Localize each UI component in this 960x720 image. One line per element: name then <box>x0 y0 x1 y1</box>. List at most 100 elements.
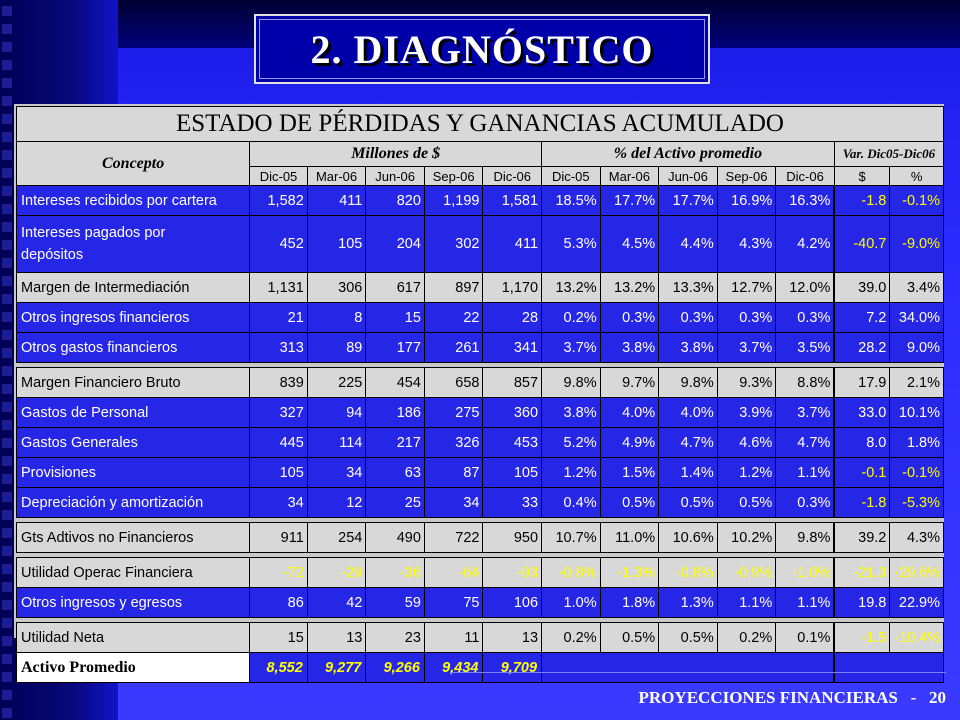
table-cell: 34 <box>423 487 484 518</box>
table-cell: 28 <box>482 302 543 333</box>
table-cell: 21 <box>249 302 308 333</box>
table-cell: -5.3% <box>889 487 944 518</box>
decorative-square <box>2 582 12 592</box>
table-cell: 839 <box>249 367 308 398</box>
decorative-square <box>2 708 12 718</box>
table-row: Otros gastos financieros 313 89 177 261 341 3.… <box>15 332 944 363</box>
table-cell: 204 <box>365 215 425 273</box>
decorative-square <box>2 60 12 70</box>
table-cell: -0.9% <box>716 557 777 588</box>
table-cell: 897 <box>423 272 484 303</box>
table-row: Intereses pagados por depósitos 452 105 204 3… <box>15 215 944 273</box>
table-cell: 1.5% <box>599 457 660 488</box>
table-cell: 106 <box>482 587 543 618</box>
table-cell: 59 <box>365 587 425 618</box>
table-cell: 4.7% <box>775 427 835 458</box>
decorative-square <box>2 492 12 502</box>
table-cell: -1.5 <box>833 622 891 653</box>
decorative-square <box>2 348 12 358</box>
activo-promedio-label: Activo Promedio <box>15 652 251 683</box>
table-cell: 411 <box>482 215 543 273</box>
decorative-square <box>2 42 12 52</box>
table-cell: 0.3% <box>775 487 835 518</box>
table-cell: 360 <box>482 397 543 428</box>
table-cell: -64 <box>423 557 484 588</box>
table-cell: 0.2% <box>716 622 777 653</box>
table-row: Gastos Generales 445 114 217 326 453 5.2% 4.9% 4… <box>15 427 944 458</box>
table-cell: 1.3% <box>658 587 718 618</box>
table-cell: 3.8% <box>541 397 601 428</box>
table-cell: 617 <box>365 272 425 303</box>
table-cell: 302 <box>423 215 484 273</box>
table-title: ESTADO DE PÉRDIDAS Y GANANCIAS ACUMULADO <box>16 106 944 142</box>
table-row: Utilidad Operac Financiera -72 -29 -36 -64 -9… <box>15 557 944 588</box>
table-cell: 857 <box>482 367 543 398</box>
table-cell: 9.3% <box>716 367 777 398</box>
table-cell: 114 <box>306 427 367 458</box>
table-cell: 13 <box>482 622 543 653</box>
table-cell: 1.2% <box>541 457 601 488</box>
table-cell: 490 <box>365 522 425 553</box>
table-cell: 9.8% <box>658 367 718 398</box>
row-label: Otros gastos financieros <box>15 332 251 363</box>
table-cell: 13.3% <box>658 272 718 303</box>
table-cell: 9.8% <box>541 367 601 398</box>
table-cell: 4.0% <box>658 397 718 428</box>
row-label: Intereses pagados por depósitos <box>15 215 251 273</box>
table-cell: -1.8 <box>833 487 891 518</box>
decorative-square <box>2 258 12 268</box>
millones-header: Millones de $ <box>249 141 543 167</box>
period-header: Sep-06 <box>716 166 777 186</box>
row-label-line: Intereses pagados por <box>21 225 166 241</box>
table-cell: 341 <box>482 332 543 363</box>
period-header: Dic-05 <box>249 166 308 186</box>
footer-text: PROYECCIONES FINANCIERAS - 20 <box>638 688 946 707</box>
table-cell: 11.0% <box>599 522 660 553</box>
period-header: Jun-06 <box>658 166 718 186</box>
table-row: Gastos de Personal 327 94 186 275 360 3.8% 4.0%… <box>15 397 944 428</box>
table-cell: 25 <box>365 487 425 518</box>
empty-cell <box>833 652 945 683</box>
row-label: Utilidad Neta <box>15 622 251 653</box>
table-cell: 0.1% <box>775 622 835 653</box>
decorative-square <box>2 240 12 250</box>
period-header: Mar-06 <box>599 166 660 186</box>
activo-promedio-value: 9,434 <box>423 652 484 683</box>
table-cell: 1.8% <box>889 427 944 458</box>
table-cell: -0.8% <box>658 557 718 588</box>
table-cell: 1.1% <box>716 587 777 618</box>
table-cell: 9.8% <box>775 522 835 553</box>
income-statement-table: ESTADO DE PÉRDIDAS Y GANANCIAS ACUMULADO… <box>14 104 945 683</box>
table-cell: 8.8% <box>775 367 835 398</box>
decorative-square <box>2 564 12 574</box>
table-cell: -21.3 <box>833 557 891 588</box>
table-cell: -36 <box>365 557 425 588</box>
table-cell: 1.2% <box>716 457 777 488</box>
table-cell: 17.7% <box>658 185 718 216</box>
period-header: Dic-05 <box>541 166 601 186</box>
decorative-square <box>2 24 12 34</box>
decorative-square <box>2 546 12 556</box>
table-cell: 13.2% <box>599 272 660 303</box>
decorative-square <box>2 690 12 700</box>
decorative-squares <box>0 0 20 720</box>
table-cell: 1,581 <box>482 185 543 216</box>
table-cell: 34.0% <box>889 302 944 333</box>
table-cell: 1.8% <box>599 587 660 618</box>
table-row: Provisiones 105 34 63 87 105 1.2% 1.5% 1.4% 1.2% 1… <box>15 457 944 488</box>
decorative-square <box>2 132 12 142</box>
table-cell: 0.5% <box>599 487 660 518</box>
decorative-square <box>2 618 12 628</box>
table-cell: 3.8% <box>599 332 660 363</box>
table-cell: 4.0% <box>599 397 660 428</box>
table-cell: 0.5% <box>716 487 777 518</box>
table-cell: 445 <box>249 427 308 458</box>
decorative-square <box>2 654 12 664</box>
table-cell: 1.0% <box>541 587 601 618</box>
table-cell: 13 <box>306 622 367 653</box>
pct-activo-header: % del Activo promedio <box>541 141 835 167</box>
footer-divider <box>450 672 946 673</box>
table-cell: 8 <box>306 302 367 333</box>
table-cell: 10.1% <box>889 397 944 428</box>
table-row: Utilidad Neta 15 13 23 11 13 0.2% 0.5% 0.5% 0.2% 0… <box>15 622 944 653</box>
